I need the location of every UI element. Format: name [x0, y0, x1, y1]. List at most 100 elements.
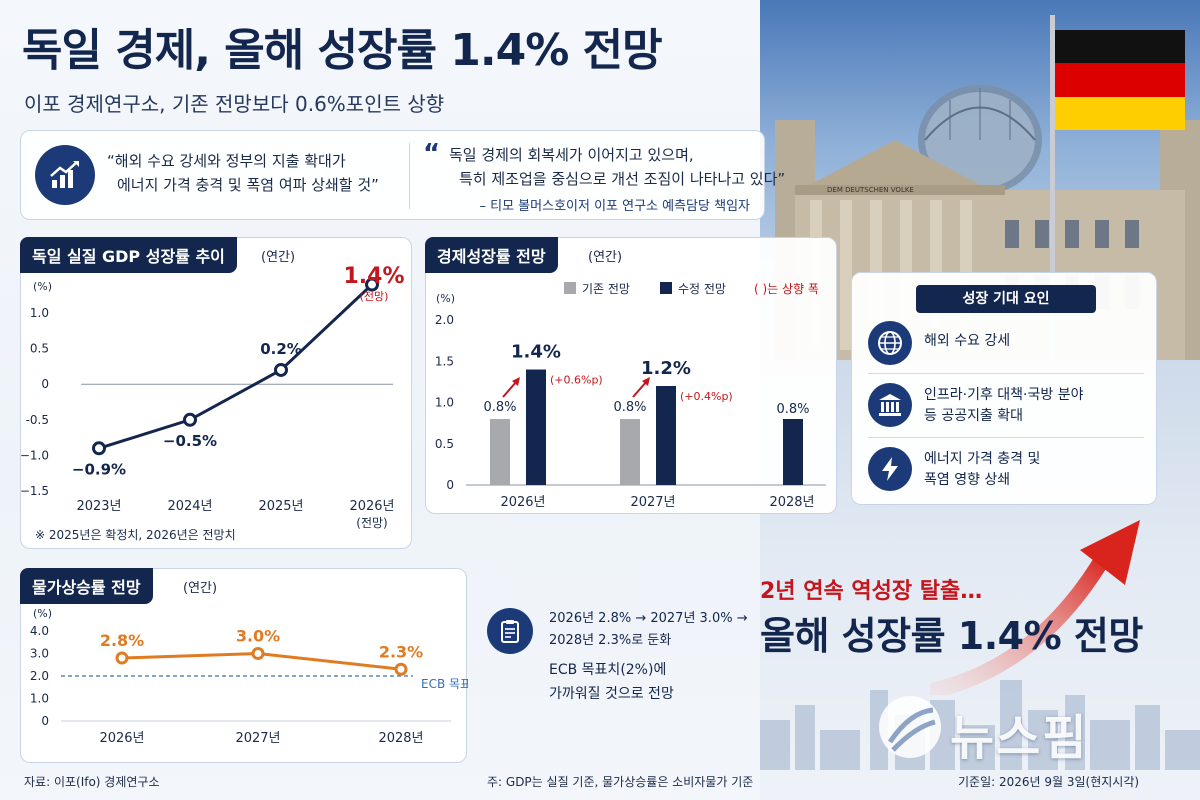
inflation-ytick-label: 0 — [41, 714, 49, 728]
gdp-ytick-label: -0.5 — [26, 413, 49, 427]
gdp-data-point — [183, 412, 197, 427]
quote-divider — [409, 143, 410, 209]
inflation-unit-note: (연간) — [183, 581, 218, 596]
inflation-data-label: 2.3% — [379, 642, 423, 661]
growth-ytick-label: 1.0 — [435, 396, 454, 410]
newspim-logo-icon — [879, 696, 941, 758]
factors-title: 성장 기대 요인 — [916, 285, 1096, 313]
gdp-ytick-label: −1.0 — [21, 448, 49, 462]
inflation-note: 2026년 2.8% → 2027년 3.0% → 2028년 2.3%로 둔화… — [487, 598, 752, 718]
globe-icon — [868, 321, 912, 365]
gdp-xtick-label: 2025년 — [258, 499, 303, 514]
page-title: 독일 경제, 올해 성장률 1.4% 전망 — [22, 25, 663, 76]
government-building-icon — [868, 383, 912, 427]
factor-divider — [868, 373, 1144, 374]
growth-ytick-label: 0.5 — [435, 437, 454, 451]
legend-note: ( )는 상향 폭 — [754, 282, 819, 296]
ecb-target-label: ECB 목표치 2% — [421, 677, 468, 691]
inflation-ytick-label: 4.0 — [30, 624, 49, 638]
growth-unit-note: (연간) — [588, 250, 623, 265]
gdp-chart-title: 독일 실질 GDP 성장률 추이 — [20, 237, 237, 273]
inflation-ytick-label: 3.0 — [30, 647, 49, 661]
growth-bar-revised — [526, 369, 546, 485]
footer-date: 기준일: 2026년 9월 3일(현지시각) — [958, 775, 1140, 789]
gdp-data-point — [365, 277, 379, 292]
inflation-note-path: 2026년 2.8% → 2027년 3.0% → 2028년 2.3%로 둔화 — [549, 608, 748, 652]
gdp-xtick-label: 2026년 — [349, 499, 394, 514]
gdp-data-point — [274, 362, 288, 377]
lightning-icon — [868, 447, 912, 491]
growth-increase-arrowhead — [642, 377, 650, 386]
gdp-ylabel: (%) — [33, 280, 52, 293]
gdp-series-line — [98, 283, 374, 450]
growth-increase-arrow — [632, 380, 648, 398]
growth-label-previous: 0.8% — [483, 400, 516, 415]
growth-xtick-label: 2026년 — [500, 495, 545, 510]
flag-pole — [1050, 15, 1055, 360]
growth-bar-chart: (%) 2.0 1.5 1.0 0.5 0 기존 전망 수정 전망 ( )는 상향 폭 2026년… — [435, 282, 826, 510]
headline-kicker: 2년 연속 역성장 탈출… — [760, 579, 983, 604]
quote-mark-icon: “ — [423, 139, 441, 169]
gdp-highlight-label: 1.4% — [343, 264, 404, 289]
inflation-xtick-label: 2028년 — [378, 731, 423, 746]
growth-label-revised: 0.8% — [776, 402, 809, 417]
gdp-highlight-sublabel: (전망) — [360, 290, 389, 303]
factor-item-2: 인프라·기후 대책·국방 분야 등 공공지출 확대 — [868, 379, 1144, 435]
growth-increase-arrow — [502, 380, 518, 398]
footer-source: 자료: 이포(Ifo) 경제연구소 — [24, 775, 160, 789]
growth-factors-panel: 성장 기대 요인 해외 수요 강세 인프라·기후 대책·국방 분야 등 공공지출… — [851, 272, 1157, 505]
footer-note: 주: GDP는 실질 기준, 물가상승률은 소비자물가 기준 — [487, 775, 754, 789]
city-skyline-image — [760, 680, 1200, 770]
growth-bar-revised — [656, 386, 676, 485]
gdp-line-chart: (%) 1.0 0.5 0 -0.5 −1.0 −1.5 2023년 2024년 2025년 202… — [21, 264, 405, 530]
inflation-ytick-label: 1.0 — [30, 692, 49, 706]
inflation-data-label: 3.0% — [236, 627, 280, 646]
factor-text-1: 해외 수요 강세 — [924, 333, 1011, 349]
legend-swatch-previous — [564, 282, 576, 294]
growth-chart-panel: 경제성장률 전망 (연간) (%) 2.0 1.5 1.0 0.5 0 기존 전망 수정 전망… — [425, 237, 837, 514]
legend-label-revised: 수정 전망 — [678, 282, 726, 296]
factor-text-2-line2: 등 공공지출 확대 — [924, 408, 1024, 424]
gdp-ytick-label: 1.0 — [30, 306, 49, 320]
inflation-ylabel: (%) — [33, 607, 52, 620]
growth-chart-icon — [35, 145, 95, 205]
inflation-note-ecb: ECB 목표치(2%)에 가까워질 것으로 전망 — [549, 658, 674, 706]
legend-swatch-revised — [660, 282, 672, 294]
inflation-data-point — [251, 647, 265, 660]
quote-left: “해외 수요 강세와 정부의 지출 확대가 에너지 가격 충격 및 폭염 여파 … — [107, 149, 379, 197]
inflation-xtick-label: 2026년 — [99, 731, 144, 746]
growth-ytick-label: 1.5 — [435, 354, 454, 368]
growth-ytick-label: 0 — [446, 478, 454, 492]
factor-text-2-line1: 인프라·기후 대책·국방 분야 — [924, 387, 1084, 403]
growth-increase-label: (+0.6%p) — [550, 374, 603, 387]
growth-xtick-label: 2028년 — [769, 495, 814, 510]
growth-label-previous: 0.8% — [613, 400, 646, 415]
legend-label-previous: 기존 전망 — [582, 282, 630, 296]
inflation-data-point — [115, 651, 129, 665]
page-subtitle: 이포 경제연구소, 기존 전망보다 0.6%포인트 상향 — [24, 92, 445, 116]
quote-left-line2: 에너지 가격 충격 및 폭염 여파 상쇄할 것” — [117, 176, 379, 194]
factor-text-2: 인프라·기후 대책·국방 분야 등 공공지출 확대 — [924, 385, 1083, 427]
quote-right: 독일 경제의 회복세가 이어지고 있으며, 특히 제조업을 중심으로 개선 조짐… — [449, 143, 785, 191]
factor-text-3-line2: 폭염 영향 상쇄 — [924, 472, 1011, 488]
growth-ytick-label: 2.0 — [435, 313, 454, 327]
gdp-data-label: −0.5% — [163, 432, 217, 450]
factor-item-3: 에너지 가격 충격 및 폭염 영향 상쇄 — [868, 443, 1144, 499]
quote-box: “해외 수요 강세와 정부의 지출 확대가 에너지 가격 충격 및 폭염 여파 … — [20, 130, 785, 220]
german-flag-icon — [1055, 30, 1185, 130]
inflation-note-line4: 가까워질 것으로 전망 — [549, 686, 674, 702]
growth-label-revised: 1.4% — [511, 342, 561, 363]
gdp-ytick-label: 0.5 — [30, 342, 49, 356]
growth-bar-previous — [490, 419, 510, 485]
growth-bar-revised — [783, 419, 803, 485]
factor-text-3-line1: 에너지 가격 충격 및 — [924, 451, 1041, 467]
inflation-note-line1: 2026년 2.8% → 2027년 3.0% → — [549, 611, 748, 626]
newspim-logo: 뉴스핌 — [875, 692, 1175, 772]
growth-label-revised: 1.2% — [641, 358, 691, 379]
headline-main: 올해 성장률 1.4% 전망 — [760, 614, 1143, 658]
newspim-logo-text: 뉴스핌 — [950, 710, 1089, 766]
inflation-data-label: 2.8% — [100, 631, 144, 650]
gdp-xtick-sublabel: (전망) — [356, 516, 387, 530]
inflation-data-point — [394, 662, 408, 676]
gdp-xtick-label: 2023년 — [76, 499, 121, 514]
